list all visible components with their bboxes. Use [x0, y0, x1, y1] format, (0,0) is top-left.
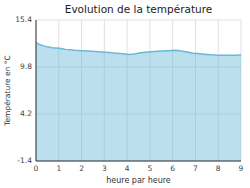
grid [36, 20, 241, 161]
y-axis-line [36, 20, 37, 161]
grid-line-y [36, 161, 241, 162]
y-tick-label: -1.4 [17, 156, 32, 165]
x-tick-label: 6 [170, 164, 175, 173]
x-axis-label: heure par heure [106, 176, 171, 185]
y-tick-label: 15.4 [15, 15, 32, 24]
title: Evolution de la température [65, 3, 212, 15]
y-axis-label: Température en °C [3, 55, 12, 127]
y-tick-label: 9.8 [20, 62, 32, 71]
chart-container: -1.4 4.2 9.8 15.4 0 1 2 3 4 5 6 7 8 9 Evolution de la … [0, 0, 250, 188]
x-tick-label: 8 [216, 164, 221, 173]
line [36, 43, 241, 56]
x-tick-label: 0 [34, 164, 39, 173]
grid-line-y [36, 20, 241, 21]
grid-line-x [36, 20, 37, 161]
x-tick-label: 2 [79, 164, 84, 173]
x-tick-label: 1 [56, 164, 61, 173]
x-axis-line [36, 161, 241, 162]
x-tick-label: 7 [193, 164, 198, 173]
y-tick-label: 4.2 [20, 109, 32, 118]
x-tick-label: 9 [239, 164, 244, 173]
x-tick-label: 3 [102, 164, 107, 173]
x-tick-label: 4 [125, 164, 130, 173]
area-fill [36, 43, 241, 161]
chart-svg: -1.4 4.2 9.8 15.4 0 1 2 3 4 5 6 7 8 9 Evolution de la … [0, 0, 250, 188]
plot-area [36, 43, 241, 161]
x-tick-label: 5 [147, 164, 152, 173]
